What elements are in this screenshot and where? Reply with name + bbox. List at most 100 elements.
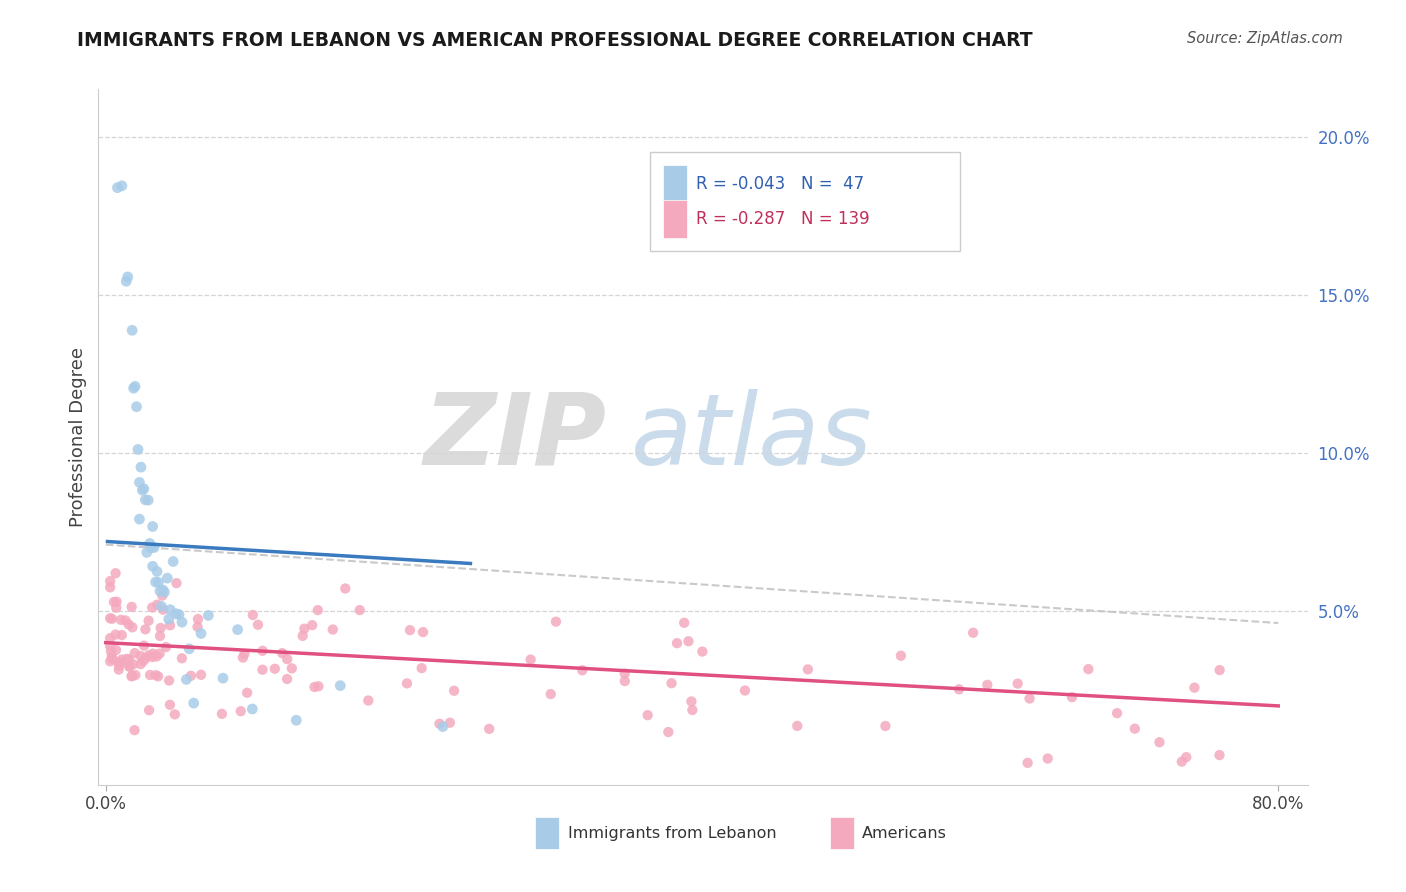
Point bbox=[170, 615, 193, 630]
Point bbox=[240, 702, 263, 716]
Point bbox=[135, 651, 157, 665]
Text: Immigrants from Lebanon: Immigrants from Lebanon bbox=[568, 826, 776, 840]
Point bbox=[110, 613, 132, 627]
Point bbox=[429, 716, 451, 731]
Point bbox=[875, 719, 897, 733]
Point bbox=[797, 662, 820, 676]
Point bbox=[138, 703, 160, 717]
Point bbox=[100, 644, 122, 658]
Point bbox=[132, 482, 155, 496]
Point bbox=[142, 559, 165, 574]
Point bbox=[101, 649, 124, 664]
Point bbox=[132, 654, 155, 668]
Point bbox=[439, 715, 461, 730]
Point bbox=[232, 650, 254, 665]
Point bbox=[153, 585, 176, 599]
Point bbox=[142, 519, 165, 533]
Text: Americans: Americans bbox=[862, 826, 948, 840]
Point bbox=[129, 460, 152, 475]
Point bbox=[304, 680, 326, 694]
Point bbox=[152, 582, 174, 597]
Point bbox=[229, 704, 252, 718]
Point bbox=[148, 575, 170, 590]
Point bbox=[156, 571, 179, 585]
Text: R = -0.287   N = 139: R = -0.287 N = 139 bbox=[696, 210, 869, 227]
Point bbox=[212, 671, 235, 685]
Point bbox=[276, 672, 298, 686]
Point bbox=[129, 657, 152, 672]
Point bbox=[657, 725, 679, 739]
Point bbox=[134, 623, 156, 637]
Point bbox=[301, 618, 323, 632]
Point bbox=[411, 661, 433, 675]
Point bbox=[121, 599, 143, 614]
Point bbox=[197, 608, 219, 623]
Point bbox=[162, 554, 184, 568]
Y-axis label: Professional Degree: Professional Degree bbox=[69, 347, 87, 527]
Point bbox=[678, 634, 700, 648]
Point bbox=[357, 693, 380, 707]
Point bbox=[141, 600, 163, 615]
Point bbox=[170, 651, 193, 665]
Point bbox=[322, 623, 344, 637]
Point bbox=[138, 648, 160, 663]
Point bbox=[673, 615, 696, 630]
Point bbox=[1007, 676, 1029, 690]
Point bbox=[111, 178, 134, 193]
Text: R = -0.043   N =  47: R = -0.043 N = 47 bbox=[696, 176, 863, 194]
Point bbox=[98, 580, 121, 594]
Point bbox=[141, 650, 163, 665]
Point bbox=[139, 668, 162, 682]
Point bbox=[146, 669, 169, 683]
Point bbox=[1077, 662, 1099, 676]
Point bbox=[98, 654, 121, 668]
Point bbox=[1175, 750, 1198, 764]
Point bbox=[131, 483, 153, 498]
Point bbox=[105, 595, 128, 609]
Point bbox=[135, 545, 157, 559]
Point bbox=[281, 661, 304, 675]
Point bbox=[1184, 681, 1206, 695]
Point bbox=[183, 696, 205, 710]
Point bbox=[890, 648, 912, 663]
Point bbox=[98, 631, 121, 645]
Point bbox=[98, 574, 121, 588]
Point bbox=[159, 618, 181, 632]
Point bbox=[399, 623, 422, 637]
Point bbox=[187, 620, 209, 634]
Point bbox=[155, 640, 177, 654]
Point bbox=[180, 669, 202, 683]
Point bbox=[103, 595, 125, 609]
Point bbox=[1123, 722, 1146, 736]
Point bbox=[105, 600, 128, 615]
Point bbox=[118, 659, 141, 673]
Point bbox=[124, 379, 146, 393]
Point bbox=[104, 627, 127, 641]
Point bbox=[226, 623, 249, 637]
Point bbox=[443, 683, 465, 698]
Point bbox=[118, 652, 141, 666]
Point bbox=[98, 639, 121, 653]
Point bbox=[132, 639, 155, 653]
Point bbox=[948, 682, 970, 697]
Point bbox=[786, 719, 808, 733]
Point bbox=[145, 668, 167, 682]
Point bbox=[122, 657, 145, 672]
Point bbox=[211, 706, 233, 721]
Point bbox=[124, 723, 146, 738]
Point bbox=[236, 686, 259, 700]
Point bbox=[141, 541, 163, 555]
Point bbox=[129, 648, 152, 663]
Point bbox=[107, 663, 129, 677]
Point bbox=[122, 381, 145, 395]
Point bbox=[412, 625, 434, 640]
Point bbox=[252, 644, 274, 658]
Point bbox=[117, 269, 139, 284]
Point bbox=[395, 676, 418, 690]
Text: IMMIGRANTS FROM LEBANON VS AMERICAN PROFESSIONAL DEGREE CORRELATION CHART: IMMIGRANTS FROM LEBANON VS AMERICAN PROF… bbox=[77, 31, 1033, 50]
Text: ZIP: ZIP bbox=[423, 389, 606, 485]
Text: atlas: atlas bbox=[630, 389, 872, 485]
Point bbox=[108, 658, 131, 673]
Point bbox=[111, 628, 134, 642]
Point bbox=[329, 679, 352, 693]
